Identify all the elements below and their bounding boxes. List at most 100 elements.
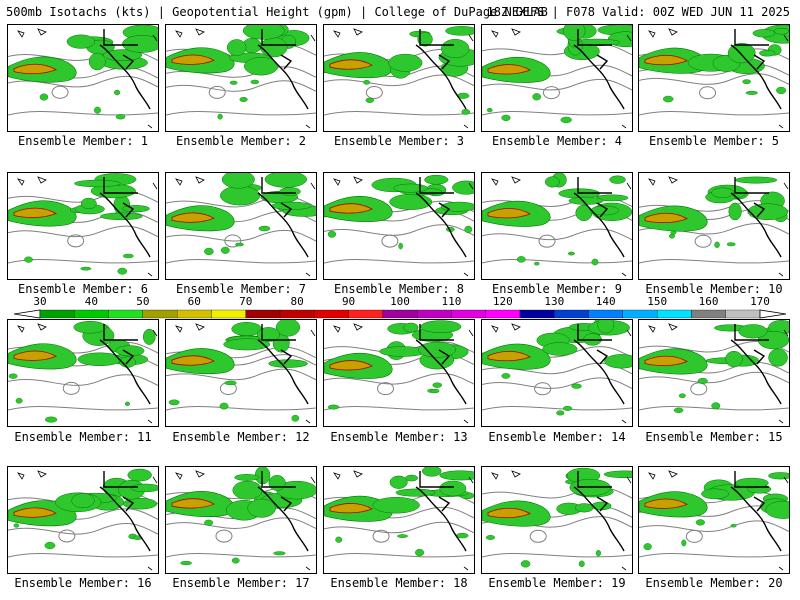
isotach-region — [567, 251, 575, 256]
member-caption: Ensemble Member: 18 — [330, 576, 468, 590]
isotach-region — [563, 405, 573, 411]
isotach-region — [268, 475, 286, 491]
isotach-region — [39, 93, 49, 101]
isotach-region — [730, 524, 737, 528]
coastline — [573, 177, 625, 258]
colorbar-segment — [451, 309, 486, 319]
isotach-region — [768, 472, 789, 480]
coastline — [99, 29, 151, 110]
height-contour-closed — [58, 529, 76, 543]
height-contour-closed — [365, 86, 383, 100]
member-caption: Ensemble Member: 10 — [645, 282, 783, 296]
map-drawing — [324, 174, 474, 277]
isotach-region — [678, 393, 686, 399]
height-contour — [8, 110, 158, 116]
height-contour — [482, 377, 632, 389]
coastline-islands — [491, 470, 632, 571]
isotach-jet-core — [329, 503, 373, 514]
isotach-region — [142, 328, 156, 345]
isotach-jet-core — [644, 498, 688, 509]
height-contour-closed — [67, 234, 85, 248]
map-panel-member-15 — [638, 319, 790, 427]
coastline-islands — [491, 28, 632, 129]
isotach-region — [117, 267, 128, 275]
isotach-region — [418, 341, 457, 358]
height-contour — [8, 191, 158, 203]
colorbar-segment — [211, 309, 246, 319]
coastline-islands — [175, 176, 316, 277]
height-contour — [482, 228, 632, 241]
header-title: 500mb Isotachs (kts) | Geopotential Heig… — [6, 5, 548, 19]
map-drawing — [166, 173, 316, 277]
member-caption: Ensemble Member: 8 — [333, 282, 465, 296]
isotach-region — [563, 25, 586, 41]
isotach-region — [71, 493, 95, 509]
isotach-region — [279, 187, 301, 196]
map-drawing — [8, 25, 158, 129]
isotach-region — [673, 407, 684, 413]
isotach-region — [701, 488, 729, 500]
isotach-region — [432, 382, 442, 388]
height-contour — [166, 110, 316, 116]
isotach-region — [742, 79, 751, 85]
colorbar-tick-label: 40 — [84, 295, 99, 308]
map-drawing — [482, 467, 632, 571]
coastline-islands — [648, 470, 789, 571]
isotach-region — [235, 242, 244, 247]
colorbar-arrow-right — [759, 309, 787, 319]
isotach-region — [445, 26, 474, 36]
map-panel-member-18 — [323, 466, 475, 574]
isotach-region — [560, 116, 572, 124]
header-valid-time: 18Z GEFS | F078 Valid: 00Z WED JUN 11 20… — [486, 5, 790, 19]
height-contour — [639, 371, 789, 384]
height-contour — [8, 523, 158, 535]
colorbar-segment — [554, 309, 589, 319]
colorbar-tick-label: 60 — [187, 295, 201, 308]
isotach-region — [670, 230, 677, 235]
isotach-region — [575, 204, 593, 222]
isotach-region — [24, 256, 33, 263]
coastline — [730, 177, 782, 258]
isotach-region — [452, 180, 474, 195]
colorbar-tick-label: 140 — [595, 295, 616, 308]
member-caption: Ensemble Member: 15 — [645, 430, 783, 444]
colorbar-segment — [314, 309, 349, 319]
map-panel-member-10 — [638, 172, 790, 280]
isotach-region — [604, 354, 632, 369]
isotach-region — [389, 475, 408, 489]
colorbar-tick-label: 90 — [341, 295, 356, 308]
colorbar-segment — [245, 309, 281, 319]
colorbar-segment — [622, 309, 658, 319]
height-contour — [324, 405, 474, 411]
height-contour-closed — [51, 85, 69, 99]
isotach-region — [180, 560, 192, 566]
isotach-region — [223, 338, 271, 351]
map-panel-member-20 — [638, 466, 790, 574]
coastline — [730, 29, 782, 110]
isotach-region — [115, 345, 145, 357]
height-contour — [166, 258, 316, 264]
isotach-region — [397, 534, 408, 538]
height-contour — [166, 405, 316, 411]
isotach-region — [247, 498, 276, 518]
height-contour-closed — [538, 234, 556, 248]
colorbar-tick-label: 30 — [33, 295, 47, 308]
map-panel-member-17 — [165, 466, 317, 574]
member-caption: Ensemble Member: 20 — [645, 576, 783, 590]
map-drawing — [8, 173, 158, 277]
isotach-region — [439, 480, 467, 497]
isotach-region — [681, 539, 687, 547]
height-contour-closed — [215, 529, 233, 543]
member-caption: Ensemble Member: 3 — [333, 134, 465, 148]
isotach-region — [424, 174, 449, 185]
map-drawing — [639, 470, 789, 571]
member-caption: Ensemble Member: 6 — [17, 282, 149, 296]
isotach-region — [441, 39, 470, 59]
isotach-region — [714, 241, 720, 248]
member-caption: Ensemble Member: 14 — [488, 430, 626, 444]
height-contour-closed — [534, 382, 552, 396]
colorbar-tick-label: 170 — [750, 295, 770, 308]
isotach-region — [8, 373, 18, 379]
isotach-region — [80, 197, 97, 210]
isotach-region — [327, 404, 340, 410]
